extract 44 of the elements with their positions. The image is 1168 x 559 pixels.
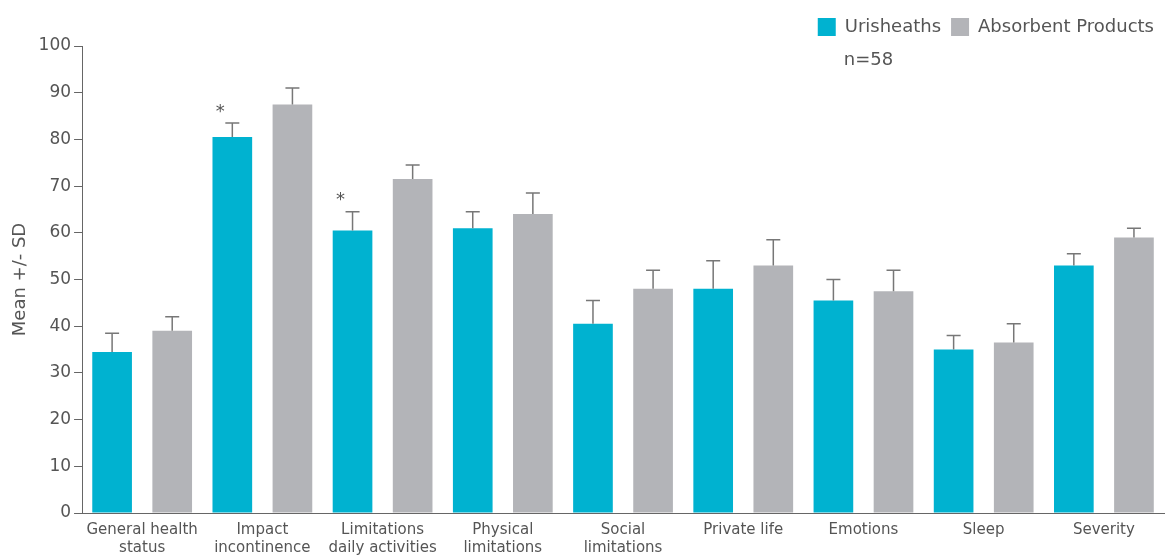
bar	[212, 137, 253, 513]
x-tick-label: Physical limitations	[463, 519, 543, 556]
y-tick-label: 60	[49, 221, 72, 242]
legend-label: Urisheaths	[844, 14, 942, 36]
x-tick-label: Severity	[1072, 519, 1135, 538]
x-tick-label: Impact incontinence	[214, 519, 311, 556]
x-tick-label: Emotions	[828, 519, 899, 538]
y-tick-label: 80	[49, 127, 72, 148]
y-tick-label: 10	[49, 454, 72, 475]
y-tick-label: 90	[49, 81, 72, 102]
bar	[332, 230, 373, 513]
y-tick-label: 70	[49, 174, 72, 195]
y-tick-label: 50	[49, 267, 72, 288]
annotation: n=58	[843, 47, 894, 69]
bar	[272, 104, 313, 513]
x-tick-label: Social limitations	[583, 519, 663, 556]
y-axis-title: Mean +/- SD	[8, 222, 30, 337]
annotation: *	[215, 99, 225, 121]
bar	[92, 351, 132, 513]
bar	[392, 179, 433, 513]
bar	[933, 349, 974, 513]
bar	[993, 342, 1034, 513]
x-tick-label: Private life	[703, 519, 784, 538]
bar	[513, 214, 553, 513]
y-tick-label: 20	[49, 408, 72, 429]
bar	[152, 330, 193, 513]
bar	[1054, 265, 1094, 513]
bar	[573, 323, 613, 513]
x-tick-label: Sleep	[962, 519, 1005, 538]
annotation: *	[336, 188, 346, 210]
x-tick-label: Limitations daily activities	[328, 519, 437, 556]
legend-label: Absorbent Products	[978, 14, 1155, 36]
bar	[633, 288, 673, 513]
y-tick-label: 30	[49, 361, 72, 382]
x-tick-label: General health status	[86, 519, 198, 556]
y-tick-label: 40	[49, 314, 72, 335]
bar	[753, 265, 794, 513]
y-tick-label: 0	[60, 501, 72, 522]
bar	[813, 300, 854, 513]
bar	[873, 291, 914, 513]
bar	[452, 228, 493, 513]
bar	[1114, 237, 1154, 513]
y-tick-label: 100	[38, 34, 72, 55]
bar	[693, 288, 734, 513]
